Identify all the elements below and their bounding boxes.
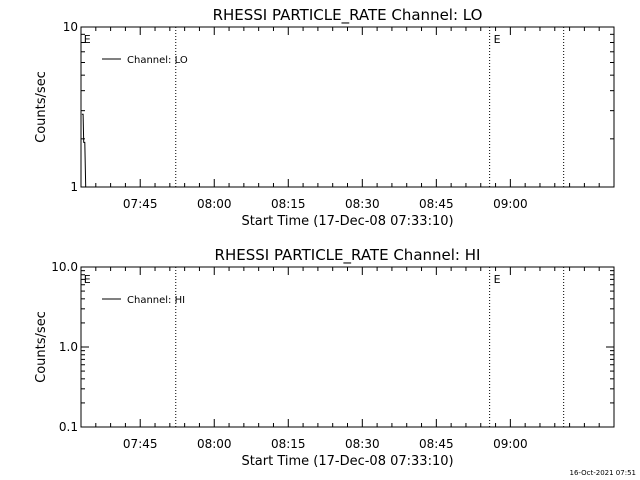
y-tick-label: 1 <box>70 180 78 194</box>
y-tick-label: 10.0 <box>51 260 78 274</box>
event-marker-label: E <box>84 273 91 286</box>
y-tick-label: 0.1 <box>59 420 78 434</box>
panel-hi: RHESSI PARTICLE_RATE Channel: HI Start Ti… <box>34 246 615 469</box>
plot-title: RHESSI PARTICLE_RATE Channel: LO <box>213 6 483 25</box>
y-axis-label: Counts/sec <box>34 71 49 143</box>
x-tick-label: 07:45 <box>123 197 158 211</box>
x-axis-label: Start Time (17-Dec-08 07:33:10) <box>241 454 453 469</box>
y-tick-label: 1.0 <box>59 340 78 354</box>
x-tick-label: 08:30 <box>345 437 380 451</box>
footer-timestamp: 16-Oct-2021 07:51 <box>570 469 636 477</box>
x-tick-label: 08:30 <box>345 197 380 211</box>
series-line <box>81 113 87 188</box>
plot-frame <box>80 266 615 428</box>
x-tick-label: 09:00 <box>493 197 528 211</box>
legend-label: Channel: HI <box>127 295 185 306</box>
plot-frame <box>80 26 615 188</box>
panel-lo: RHESSI PARTICLE_RATE Channel: LO Start Ti… <box>34 6 615 229</box>
event-marker-label: E <box>494 33 501 46</box>
y-tick-label: 10 <box>63 20 78 34</box>
x-tick-label: 08:45 <box>419 197 454 211</box>
plot-title: RHESSI PARTICLE_RATE Channel: HI <box>215 246 481 265</box>
x-tick-label: 09:00 <box>493 437 528 451</box>
event-marker-label: E <box>84 33 91 46</box>
x-tick-label: 08:15 <box>271 437 306 451</box>
x-tick-label: 08:15 <box>271 197 306 211</box>
x-tick-label: 08:45 <box>419 437 454 451</box>
y-axis-label: Counts/sec <box>34 311 49 383</box>
event-marker-label: E <box>494 273 501 286</box>
x-tick-label: 07:45 <box>123 437 158 451</box>
legend-label: Channel: LO <box>127 55 188 66</box>
x-axis-label: Start Time (17-Dec-08 07:33:10) <box>241 214 453 229</box>
x-tick-label: 08:00 <box>197 197 232 211</box>
x-tick-label: 08:00 <box>197 437 232 451</box>
